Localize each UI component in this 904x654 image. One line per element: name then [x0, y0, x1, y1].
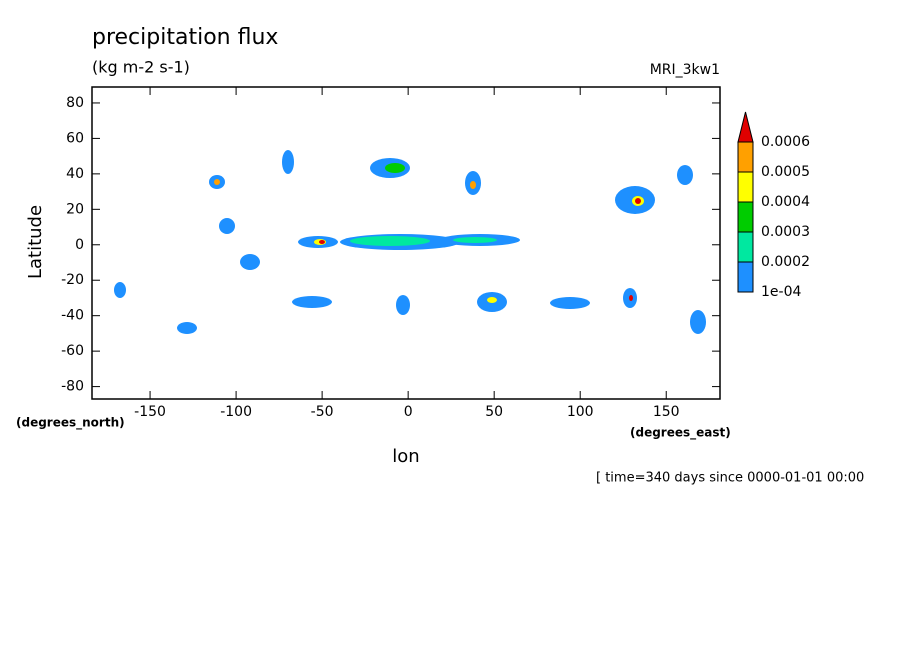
x-tick-label: 0: [404, 404, 413, 420]
colorbar-label: 0.0004: [761, 194, 810, 210]
y-tick-label: -20: [61, 272, 84, 288]
colorbar-segment: [737, 201, 754, 233]
colorbar-label: 1e-04: [761, 284, 801, 300]
precip-blob: [214, 179, 220, 185]
chart-title: precipitation flux: [92, 25, 278, 50]
precip-blob: [550, 297, 590, 309]
y-tick-label: -40: [61, 308, 84, 324]
precip-blob: [240, 254, 260, 270]
x-tick-label: -50: [311, 404, 334, 420]
precip-blob: [635, 198, 641, 204]
precip-field: [114, 150, 706, 334]
precip-blob: [319, 240, 325, 244]
y-axis-label: Latitude: [25, 205, 46, 279]
y-tick-label: -60: [61, 343, 84, 359]
x-tick-label: 100: [567, 404, 594, 420]
y-tick-label: 60: [66, 130, 84, 146]
precip-blob: [177, 322, 197, 334]
colorbar-segment: [737, 141, 754, 173]
precip-blob: [219, 218, 235, 234]
y-units: (degrees_north): [16, 416, 125, 431]
colorbar-segment: [737, 171, 754, 203]
precip-blob: [282, 150, 294, 174]
precip-blob: [629, 295, 633, 301]
x-tick-label: 50: [485, 404, 503, 420]
precip-blob: [292, 296, 332, 308]
y-tick-label: 20: [66, 201, 84, 217]
precip-blob: [396, 295, 410, 315]
precip-blob: [470, 181, 476, 189]
precip-blob: [385, 163, 405, 173]
footer: [ time=340 days since 0000-01-01 00:00: [596, 471, 864, 486]
precip-blob: [114, 282, 126, 298]
colorbar-label: 0.0006: [761, 134, 810, 150]
precip-blob: [487, 297, 497, 303]
colorbar-label: 0.0003: [761, 224, 810, 240]
x-tick-label: 150: [653, 404, 680, 420]
colorbar-segment: [737, 231, 754, 263]
colorbar-segment: [737, 261, 754, 293]
model-name: MRI_3kw1: [650, 62, 720, 78]
precip-blob: [350, 236, 430, 246]
x-tick-label: -150: [134, 404, 166, 420]
y-tick-label: -80: [61, 379, 84, 395]
precip-blob: [453, 237, 497, 243]
x-units: (degrees_east): [630, 426, 731, 441]
y-tick-label: 40: [66, 166, 84, 182]
plot-frame: [91, 86, 721, 400]
colorbar-label: 0.0005: [761, 164, 810, 180]
chart-subtitle: (kg m-2 s-1): [92, 58, 190, 77]
precip-blob: [677, 165, 693, 185]
colorbar-arrow: [737, 111, 754, 143]
x-axis-label: lon: [392, 446, 419, 467]
y-tick-label: 0: [75, 237, 84, 253]
precip-blob: [690, 310, 706, 334]
colorbar-label: 0.0002: [761, 254, 810, 270]
y-tick-label: 80: [66, 95, 84, 111]
x-tick-label: -100: [220, 404, 252, 420]
